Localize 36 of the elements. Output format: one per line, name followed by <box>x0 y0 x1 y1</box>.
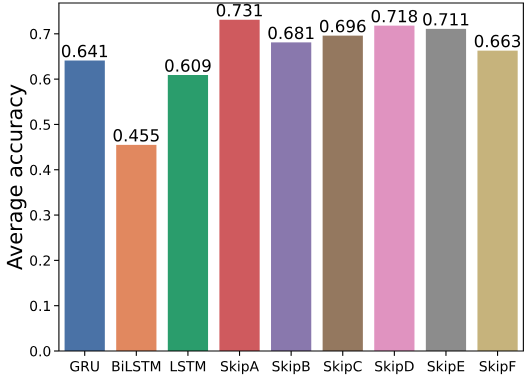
bar <box>477 50 518 351</box>
x-tick-label: SkipC <box>324 360 362 374</box>
data-label: 0.711 <box>423 12 468 26</box>
y-tick-label: 0.2 <box>30 255 50 266</box>
x-tick-label: SkipF <box>480 360 516 374</box>
x-tick-label: SkipD <box>375 360 414 374</box>
y-tick-label: 0.4 <box>30 164 50 176</box>
bar <box>322 36 363 351</box>
bar <box>219 20 260 351</box>
y-tick-label: 0.5 <box>30 119 50 130</box>
x-tick-label: GRU <box>70 360 99 372</box>
bar <box>64 60 105 351</box>
y-axis-title: Average accuracy <box>6 84 26 270</box>
x-tick-label: LSTM <box>170 360 206 372</box>
y-tick-label: 0.7 <box>30 28 50 40</box>
data-label: 0.696 <box>320 20 366 32</box>
x-tick-label: SkipB <box>272 360 310 374</box>
bar <box>116 144 156 351</box>
bar <box>271 42 312 351</box>
y-tick-label: 0.3 <box>30 210 50 221</box>
y-tick-label: 0.0 <box>30 346 50 356</box>
data-label: 0.609 <box>165 59 211 72</box>
data-label: 0.641 <box>62 44 108 58</box>
y-tick-label: 0.1 <box>30 300 50 312</box>
bar <box>168 75 208 351</box>
x-tick-label: SkipE <box>428 360 464 374</box>
x-tick-label: SkipA <box>220 360 259 374</box>
x-tick-label: BiLSTM <box>112 360 160 372</box>
bar <box>374 26 414 351</box>
y-tick-label: 0.6 <box>30 74 50 85</box>
data-label: 0.455 <box>114 128 159 142</box>
data-label: 0.718 <box>372 10 418 22</box>
data-label: 0.731 <box>216 4 262 17</box>
bar <box>426 28 466 351</box>
data-label: 0.663 <box>474 34 520 48</box>
data-label: 0.681 <box>268 26 314 40</box>
